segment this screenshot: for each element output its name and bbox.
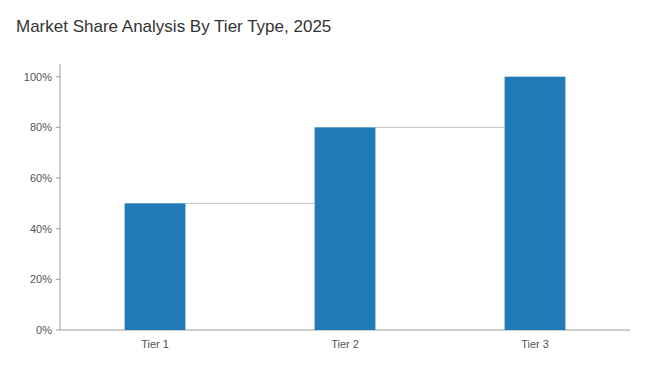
y-tick-label: 80% [30,121,52,133]
x-axis: Tier 1 Tier 2 Tier 3 [141,338,549,350]
y-tick-label: 40% [30,223,52,235]
bar [125,203,186,330]
x-tick-label: Tier 3 [521,338,549,350]
chart-svg: Market Share Analysis By Tier Type, 2025… [0,0,650,370]
y-tick [56,127,60,128]
y-tick [56,279,60,280]
y-tick [56,76,60,77]
bar [315,127,376,330]
y-tick-label: 100% [24,71,52,83]
y-tick-label: 60% [30,172,52,184]
y-tick [56,228,60,229]
y-tick-label: 0% [36,324,52,336]
plot-area [125,77,566,330]
connector [185,203,314,204]
bar [505,77,566,330]
y-axis: 0% 20% 40% 60% 80% 100% [24,64,630,336]
chart-container: Market Share Analysis By Tier Type, 2025… [0,0,650,370]
y-tick [56,178,60,179]
y-tick-label: 20% [30,273,52,285]
y-tick [56,330,60,331]
chart-title: Market Share Analysis By Tier Type, 2025 [16,17,331,36]
x-tick-label: Tier 2 [331,338,359,350]
x-tick-label: Tier 1 [141,338,169,350]
connector [375,127,504,128]
y-axis-line [60,64,61,330]
